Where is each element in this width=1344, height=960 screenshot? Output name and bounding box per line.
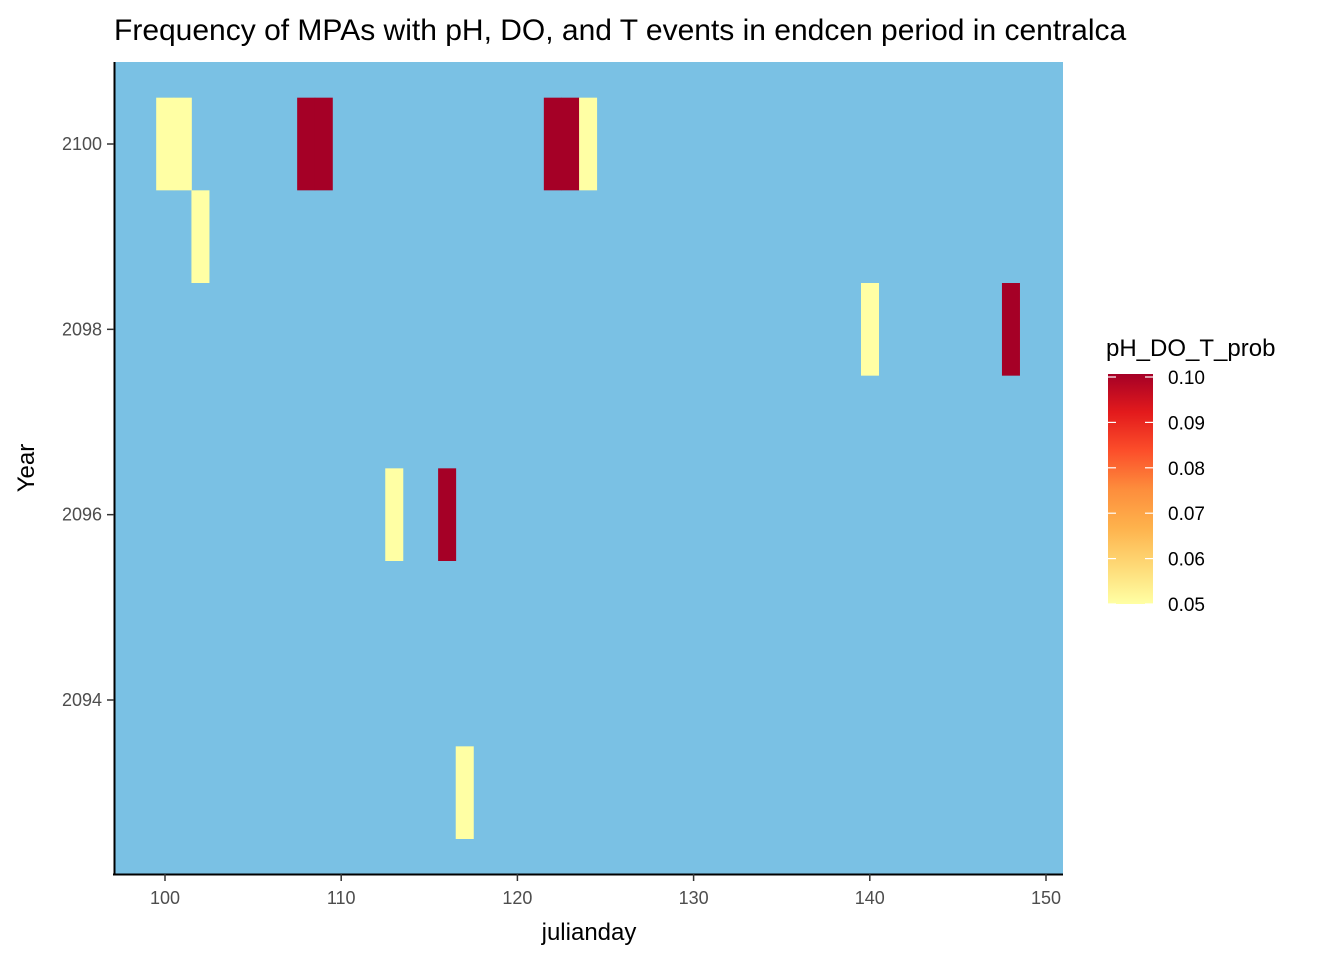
legend-tick-label: 0.05 <box>1168 595 1205 616</box>
legend-tick-label: 0.07 <box>1168 504 1205 525</box>
x-axis-label: julianday <box>541 919 637 946</box>
heatmap-cell <box>438 468 457 561</box>
legend-tick-label: 0.09 <box>1168 413 1205 434</box>
x-axis-ticks: 100 110 120 130 140 150 <box>150 874 1061 908</box>
heatmap-cells <box>156 97 1020 839</box>
x-tick-label: 150 <box>1031 888 1061 908</box>
legend-tick-label: 0.10 <box>1168 368 1205 389</box>
heatmap-cell <box>156 97 175 191</box>
y-tick-label: 2098 <box>62 319 102 339</box>
heatmap-cell <box>1001 283 1020 376</box>
x-tick-label: 140 <box>855 888 885 908</box>
heatmap-cell <box>579 97 598 191</box>
x-tick-label: 120 <box>502 888 532 908</box>
chart-title: Frequency of MPAs with pH, DO, and T eve… <box>114 14 1127 47</box>
y-tick-label: 2094 <box>62 690 102 710</box>
heatmap-cell <box>191 190 210 283</box>
heatmap-cell <box>173 97 192 191</box>
heatmap-cell <box>297 97 316 191</box>
heatmap-cell <box>561 97 580 191</box>
plot-panel <box>114 62 1063 874</box>
heatmap-cell <box>385 468 404 561</box>
legend-tick-label: 0.06 <box>1168 550 1205 571</box>
x-tick-label: 110 <box>327 888 356 908</box>
heatmap-cell <box>455 746 474 839</box>
legend-tick-label: 0.08 <box>1168 459 1205 480</box>
y-axis-label: Year <box>13 444 40 493</box>
x-tick-label: 130 <box>679 888 709 908</box>
legend-title: pH_DO_T_prob <box>1106 335 1275 362</box>
heatmap-cell <box>314 97 333 191</box>
legend-colorbar <box>1108 374 1153 604</box>
heatmap-cell <box>543 97 562 191</box>
y-tick-label: 2096 <box>62 505 102 525</box>
y-axis-ticks: 2094 2096 2098 2100 <box>62 134 114 710</box>
legend-ticks: 0.05 0.06 0.07 0.08 0.09 0.10 <box>1108 368 1205 616</box>
y-tick-label: 2100 <box>62 134 102 154</box>
x-tick-label: 100 <box>150 888 180 908</box>
heatmap-cell <box>860 283 880 376</box>
